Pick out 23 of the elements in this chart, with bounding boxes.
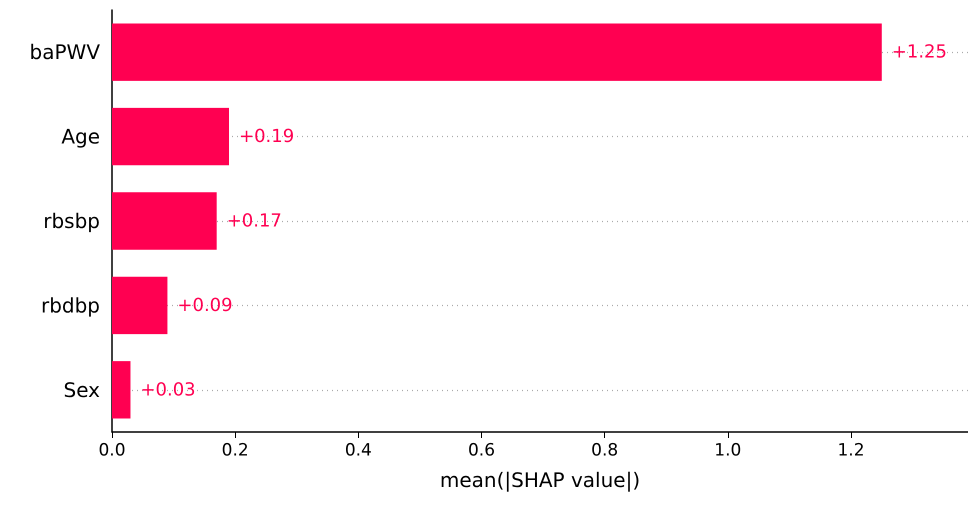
y-tick-label: baPWV	[30, 40, 100, 64]
bar	[112, 361, 130, 418]
bar	[112, 192, 217, 250]
bar	[112, 108, 230, 166]
data-label: +0.09	[177, 294, 233, 316]
x-axis-title: mean(|SHAP value|)	[440, 468, 640, 492]
x-tick-label: 0.8	[591, 440, 618, 460]
x-tick-label: 0.2	[222, 440, 249, 460]
data-label: +1.25	[892, 42, 947, 63]
y-tick-label: Age	[61, 124, 100, 149]
x-tick-label: 0.6	[468, 440, 496, 460]
x-tick-label: 0.4	[344, 440, 372, 460]
x-tick-label: 0.0	[98, 440, 126, 460]
y-tick-label: rbsbp	[43, 209, 100, 233]
data-label: +0.17	[226, 210, 282, 232]
bar	[112, 276, 168, 334]
x-tick-label: 1.2	[837, 440, 865, 460]
bar	[112, 24, 882, 81]
y-tick-label: Sex	[64, 378, 100, 402]
data-label: +0.03	[140, 379, 196, 400]
x-tick-label: 1.0	[714, 440, 742, 460]
data-label: +0.19	[239, 126, 294, 148]
y-tick-label: rbdbp	[40, 293, 100, 318]
